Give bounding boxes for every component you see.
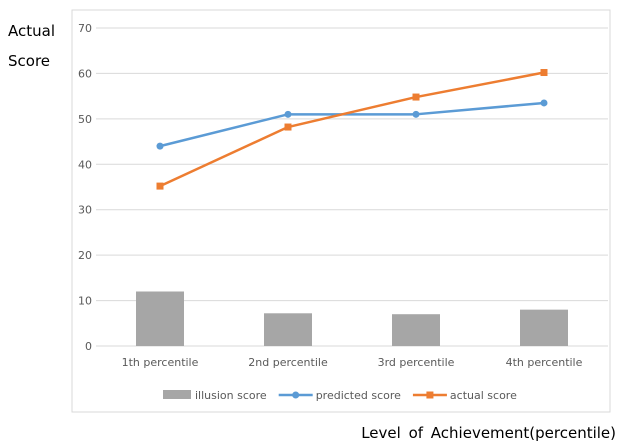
y-tick-label: 0 bbox=[85, 340, 92, 353]
x-axis-label: Level of Achievement(percentile) bbox=[361, 424, 616, 442]
x-tick-label: 4th percentile bbox=[506, 356, 583, 369]
x-tick-label: 1th percentile bbox=[122, 356, 199, 369]
bar-illusion-score bbox=[392, 314, 440, 346]
x-tick-label: 2nd percentile bbox=[248, 356, 328, 369]
legend-label: actual score bbox=[450, 389, 517, 402]
point-predicted-score bbox=[540, 99, 548, 107]
point-actual-score bbox=[156, 182, 164, 190]
chart-frame bbox=[71, 9, 611, 413]
point-actual-score bbox=[540, 69, 548, 77]
y-axis-label-line2: Score bbox=[8, 52, 51, 70]
y-tick-label: 50 bbox=[78, 113, 92, 126]
bar-illusion-score bbox=[520, 309, 568, 346]
y-tick-label: 30 bbox=[78, 204, 92, 217]
legend-marker bbox=[426, 391, 434, 399]
legend-swatch-illusion-score bbox=[163, 390, 191, 399]
line-predicted-score bbox=[159, 101, 545, 148]
bar-illusion-score bbox=[136, 291, 184, 346]
point-actual-score bbox=[412, 93, 420, 101]
legend: illusion score predicted score actual scor… bbox=[163, 389, 517, 402]
legend-label: illusion score bbox=[195, 389, 267, 402]
bars bbox=[136, 291, 568, 346]
legend-marker bbox=[292, 391, 300, 399]
y-axis-label-line1: Actual bbox=[8, 22, 55, 40]
y-tick-label: 60 bbox=[78, 67, 92, 80]
x-tick-label: 3rd percentile bbox=[378, 356, 455, 369]
y-tick-labels: 0 10 20 30 40 50 60 70 bbox=[78, 22, 92, 353]
legend-label: predicted score bbox=[316, 389, 401, 402]
point-predicted-score bbox=[412, 110, 420, 118]
y-tick-label: 70 bbox=[78, 22, 92, 35]
x-tick-labels: 1th percentile 2nd percentile 3rd percenti… bbox=[122, 356, 583, 369]
y-tick-label: 10 bbox=[78, 295, 92, 308]
series-lines bbox=[156, 69, 548, 190]
point-actual-score bbox=[284, 123, 292, 131]
bar-illusion-score bbox=[264, 313, 312, 346]
point-predicted-score bbox=[284, 110, 292, 118]
y-tick-label: 20 bbox=[78, 249, 92, 262]
y-tick-label: 40 bbox=[78, 158, 92, 171]
point-predicted-score bbox=[156, 142, 164, 150]
y-axis-label: Actual Score bbox=[8, 16, 55, 76]
line-actual-score bbox=[159, 71, 545, 188]
